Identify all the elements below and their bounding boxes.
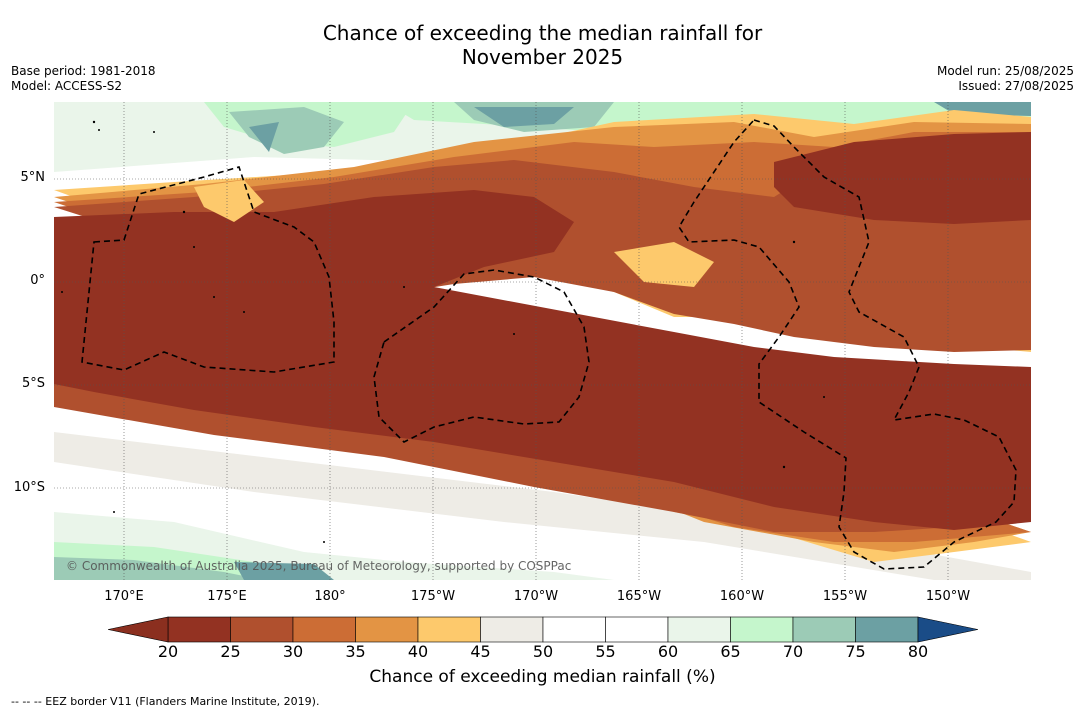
colorbar-tick-label: 50 [532, 642, 554, 661]
colorbar-segment [167, 616, 231, 643]
map-canvas [54, 102, 1031, 580]
colorbar-segment [480, 616, 544, 643]
lon-label-170w: 170°W [513, 589, 559, 604]
eez-borders [81, 119, 1017, 570]
colorbar-segment [792, 616, 856, 643]
island-markers [61, 120, 825, 543]
rainfall-map: © Commonwealth of Australia 2025, Bureau… [54, 102, 1031, 580]
eez-legend: -- -- -- EEZ border V11 (Flanders Marine… [11, 695, 320, 708]
graticule [54, 102, 1031, 580]
lon-label-175e: 175°E [207, 589, 247, 604]
colorbar-segment [730, 616, 794, 643]
title-line-2: November 2025 [461, 45, 624, 69]
colorbar [108, 616, 978, 643]
model-run: Model run: 25/08/2025 [936, 64, 1074, 78]
lat-label-5n: 5°N [20, 170, 46, 185]
lon-label-180: 180° [314, 589, 346, 604]
colorbar-tick-label: 70 [782, 642, 804, 661]
lat-label-5s: 5°S [21, 376, 45, 391]
colorbar-segment [605, 616, 669, 643]
title-line-1: Chance of exceeding the median rainfall … [322, 21, 763, 45]
map-credit: © Commonwealth of Australia 2025, Bureau… [66, 559, 572, 573]
zone-south-teal [54, 557, 264, 580]
colorbar-segment [542, 616, 606, 643]
zone-dry-20 [54, 190, 1031, 530]
lon-label-150w: 150°W [925, 589, 971, 604]
lon-label-175w: 175°W [410, 589, 456, 604]
lon-label-155w: 155°W [822, 589, 868, 604]
zone-north-dark-teal-2 [474, 107, 574, 127]
colorbar-tick-label: 30 [282, 642, 304, 661]
lon-label-170e: 170°E [104, 589, 144, 604]
issued-date: Issued: 27/08/2025 [958, 79, 1074, 93]
colorbar-tick-label: 35 [345, 642, 366, 661]
colorbar-over-arrow [917, 616, 978, 643]
colorbar-tick-label: 20 [157, 642, 179, 661]
eez-kiribati-gilbert [81, 166, 335, 373]
lon-label-165w: 165°W [616, 589, 662, 604]
eez-kiribati-line [678, 119, 1017, 570]
colorbar-segment [667, 616, 731, 643]
colorbar-tick-label: 65 [720, 642, 741, 661]
eez-kiribati-phoenix [373, 269, 590, 443]
lon-label-160w: 160°W [719, 589, 765, 604]
map-title: Chance of exceeding the median rainfall … [0, 21, 1085, 69]
colorbar-tick-label: 75 [845, 642, 866, 661]
zone-dry-20-northeast [774, 132, 1031, 224]
meta-left: Base period: 1981-2018 Model: ACCESS-S2 [11, 64, 156, 94]
lat-label-0: 0° [30, 273, 45, 288]
zone-north-teal [229, 107, 344, 154]
colorbar-segment [855, 616, 919, 643]
colorbar-segment [417, 616, 481, 643]
lat-label-10s: 10°S [13, 480, 45, 495]
model-name: Model: ACCESS-S2 [11, 79, 123, 93]
colorbar-segment [355, 616, 419, 643]
zone-south-dark-teal [234, 562, 334, 580]
colorbar-tick-label: 25 [220, 642, 241, 661]
colorbar-segments [167, 616, 919, 643]
base-period: Base period: 1981-2018 [11, 64, 156, 78]
zone-north-dark-teal [249, 122, 279, 152]
colorbar-tick-label: 60 [657, 642, 679, 661]
colorbar-tick-label: 80 [907, 642, 929, 661]
colorbar-tick-label: 55 [595, 642, 616, 661]
colorbar-segment [230, 616, 294, 643]
colorbar-tick-label: 45 [470, 642, 491, 661]
zone-yellow-patch-1 [614, 242, 714, 287]
colorbar-under-arrow [108, 616, 169, 643]
colorbar-segment [292, 616, 356, 643]
meta-right: Model run: 25/08/2025 Issued: 27/08/2025 [937, 64, 1074, 94]
colorbar-label: Chance of exceeding median rainfall (%) [369, 667, 716, 687]
colorbar-tick-label: 40 [407, 642, 429, 661]
zone-yellow-patch-2 [194, 180, 264, 222]
